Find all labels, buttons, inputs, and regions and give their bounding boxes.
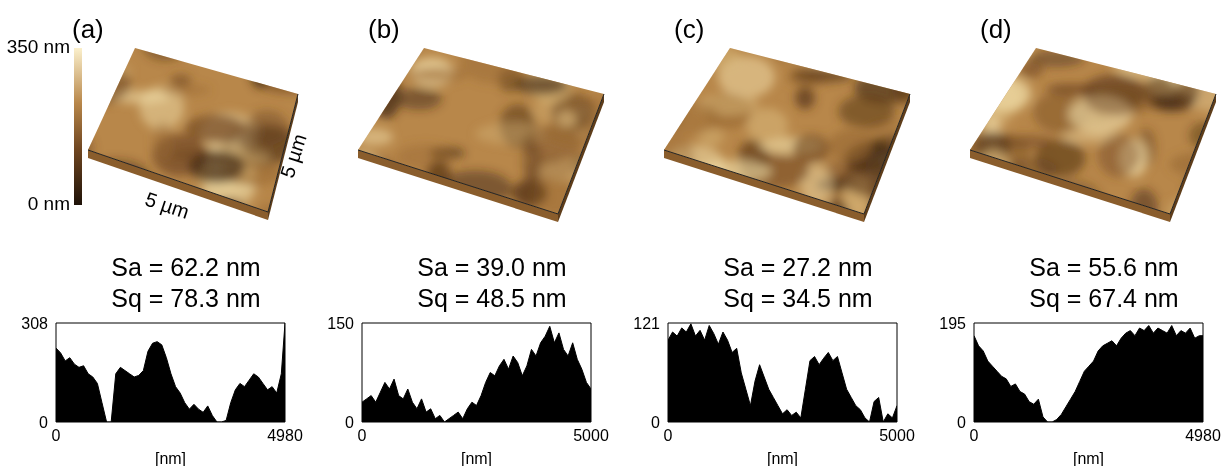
svg-text:(a): (a) xyxy=(72,14,104,44)
svg-text:4980: 4980 xyxy=(267,427,303,444)
svg-text:Sa = 27.2 nm: Sa = 27.2 nm xyxy=(723,253,872,281)
svg-text:[nm]: [nm] xyxy=(461,450,492,466)
svg-text:0: 0 xyxy=(957,414,966,431)
svg-text:0: 0 xyxy=(39,414,48,431)
svg-text:5 µm: 5 µm xyxy=(276,131,311,180)
svg-text:Sa = 39.0 nm: Sa = 39.0 nm xyxy=(417,253,566,281)
svg-text:Sa = 55.6 nm: Sa = 55.6 nm xyxy=(1029,253,1178,281)
svg-text:(b): (b) xyxy=(368,14,400,44)
svg-text:Sa = 62.2 nm: Sa = 62.2 nm xyxy=(111,253,260,281)
svg-text:308: 308 xyxy=(21,316,48,332)
svg-text:5000: 5000 xyxy=(879,427,915,444)
svg-text:Sq = 78.3 nm: Sq = 78.3 nm xyxy=(111,284,260,312)
svg-text:0: 0 xyxy=(970,427,979,444)
svg-text:4980: 4980 xyxy=(1185,427,1221,444)
svg-text:5 µm: 5 µm xyxy=(142,188,192,223)
svg-text:0: 0 xyxy=(358,427,367,444)
svg-text:(c): (c) xyxy=(674,14,704,44)
svg-text:[nm]: [nm] xyxy=(155,450,186,466)
svg-text:195: 195 xyxy=(939,316,966,332)
svg-text:[nm]: [nm] xyxy=(767,450,798,466)
svg-text:5000: 5000 xyxy=(573,427,609,444)
svg-text:Sq = 48.5 nm: Sq = 48.5 nm xyxy=(417,284,566,312)
svg-text:0: 0 xyxy=(651,414,660,431)
svg-text:0: 0 xyxy=(345,414,354,431)
svg-text:[nm]: [nm] xyxy=(1073,450,1104,466)
svg-text:350 nm: 350 nm xyxy=(7,36,70,57)
svg-text:0: 0 xyxy=(664,427,673,444)
svg-text:0 nm: 0 nm xyxy=(28,193,70,214)
svg-text:121: 121 xyxy=(633,316,660,332)
svg-text:150: 150 xyxy=(327,316,354,332)
svg-text:0: 0 xyxy=(52,427,61,444)
svg-text:Sq = 34.5 nm: Sq = 34.5 nm xyxy=(723,284,872,312)
svg-text:Sq = 67.4 nm: Sq = 67.4 nm xyxy=(1029,284,1178,312)
svg-text:(d): (d) xyxy=(980,14,1012,44)
